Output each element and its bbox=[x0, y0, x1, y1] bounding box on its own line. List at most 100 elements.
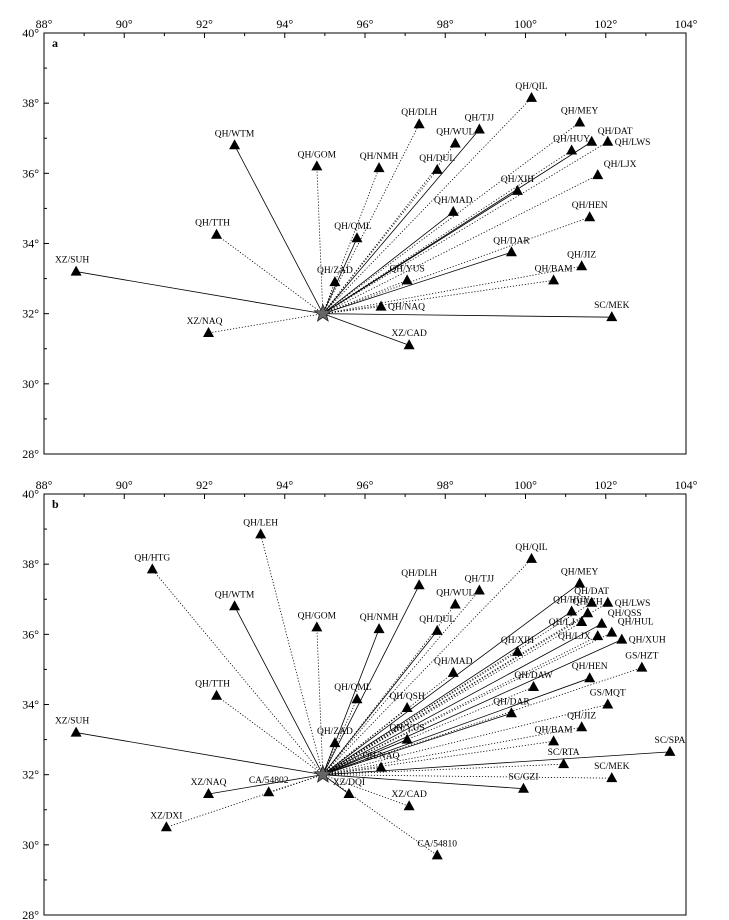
station-label: GS/MQT bbox=[590, 689, 626, 699]
x-tick-label: 100° bbox=[514, 17, 537, 31]
station-label: QH/JIZ bbox=[567, 250, 596, 260]
ray-path bbox=[322, 313, 410, 346]
station-label: QH/QSS bbox=[608, 609, 642, 619]
ray-path bbox=[322, 313, 612, 318]
station-triangle bbox=[351, 693, 363, 704]
station-triangle bbox=[403, 339, 415, 350]
station-label: XZ/DXI bbox=[150, 811, 182, 821]
station-label: QH/YUS bbox=[389, 724, 424, 734]
station-triangle bbox=[574, 577, 586, 588]
ray-path bbox=[322, 740, 554, 776]
station-label: GS/HZT bbox=[625, 652, 658, 662]
x-tick-label: 92° bbox=[196, 478, 213, 492]
ray-path bbox=[322, 169, 438, 314]
station-label: QH/DLH bbox=[401, 569, 437, 579]
station-label: QH/DLH bbox=[401, 108, 437, 118]
ray-path bbox=[322, 281, 336, 314]
ray-path bbox=[322, 585, 420, 775]
station-label: QH/DAT bbox=[598, 127, 633, 137]
station-label: QH/BAM bbox=[535, 264, 574, 274]
station-label: XZ/DQI bbox=[333, 778, 365, 788]
ray-path bbox=[322, 704, 608, 776]
station-label: QH/QIL bbox=[515, 82, 547, 92]
station-triangle bbox=[329, 276, 341, 287]
station-triangle bbox=[263, 786, 275, 797]
ray-path bbox=[216, 695, 324, 775]
plot-frame bbox=[43, 32, 687, 455]
station-label: QH/ZAD bbox=[317, 266, 353, 276]
ray-path bbox=[322, 712, 512, 776]
station-triangle bbox=[229, 600, 241, 611]
ray-path bbox=[322, 635, 598, 776]
station-triangle bbox=[373, 623, 385, 634]
station-label: SC/RTA bbox=[548, 748, 580, 758]
ray-path bbox=[322, 774, 612, 779]
station-triangle bbox=[229, 139, 241, 150]
station-label: SC/GZI bbox=[508, 773, 538, 783]
station-label: QH/QSH bbox=[389, 692, 425, 702]
ray-path bbox=[208, 313, 323, 334]
ray-path bbox=[76, 732, 323, 776]
ray-path bbox=[260, 534, 324, 775]
station-triangle bbox=[606, 311, 618, 322]
ray-path bbox=[322, 726, 582, 776]
ray-path bbox=[322, 124, 420, 314]
x-tick-label: 88° bbox=[36, 478, 53, 492]
station-triangle bbox=[517, 782, 529, 793]
station-triangle bbox=[311, 160, 323, 171]
station-triangle bbox=[351, 232, 363, 243]
station-label: QH/YUS bbox=[389, 264, 424, 274]
station-triangle bbox=[311, 621, 323, 632]
station-label: QH/BAM bbox=[535, 725, 574, 735]
station-label: QH/QML bbox=[334, 683, 372, 693]
station-triangle bbox=[636, 661, 648, 672]
station-label: QH/LJX bbox=[604, 160, 637, 170]
station-label: QH/TTH bbox=[195, 219, 230, 229]
station-triangle bbox=[160, 821, 172, 832]
station-triangle bbox=[511, 184, 523, 195]
ray-path bbox=[322, 265, 582, 315]
station-triangle bbox=[211, 228, 223, 239]
x-tick-label: 98° bbox=[437, 478, 454, 492]
x-tick-label: 104° bbox=[675, 17, 698, 31]
station-triangle bbox=[592, 630, 604, 641]
station-label: QH/TJJ bbox=[465, 574, 495, 584]
station-triangle bbox=[505, 246, 517, 257]
panel-letter: b bbox=[52, 497, 59, 511]
station-label: SC/MEK bbox=[594, 762, 630, 772]
station-triangle bbox=[528, 680, 540, 691]
station-label: XZ/NAQ bbox=[187, 317, 223, 327]
ray-path bbox=[322, 651, 518, 776]
station-label: QH/XIH bbox=[501, 636, 534, 646]
station-label: QH/MEY bbox=[561, 106, 599, 116]
ray-path bbox=[322, 211, 454, 314]
ray-path bbox=[322, 558, 532, 775]
station-triangle bbox=[576, 721, 588, 732]
ray-path bbox=[322, 251, 512, 315]
x-tick-label: 102° bbox=[594, 17, 617, 31]
station-triangle bbox=[431, 849, 443, 860]
station-label: QH/XIH bbox=[501, 175, 534, 185]
ray-path bbox=[322, 686, 534, 776]
ray-path bbox=[322, 763, 564, 776]
ray-path bbox=[322, 190, 518, 315]
y-tick-label: 40° bbox=[22, 26, 39, 40]
station-label: QH/LWS bbox=[615, 599, 651, 609]
station-label: CA/54802 bbox=[249, 776, 289, 786]
station-label: QH/HEN bbox=[572, 662, 608, 672]
y-tick-label: 30° bbox=[22, 838, 39, 852]
station-triangle bbox=[447, 205, 459, 216]
epicenter-star-icon bbox=[313, 764, 333, 783]
station-triangle bbox=[592, 169, 604, 180]
x-tick-label: 104° bbox=[675, 478, 698, 492]
ray-path bbox=[322, 667, 642, 776]
station-triangle bbox=[211, 689, 223, 700]
station-triangle bbox=[602, 135, 614, 146]
station-triangle bbox=[255, 528, 267, 539]
x-tick-label: 98° bbox=[437, 17, 454, 31]
station-label: QH/DAT bbox=[574, 587, 609, 597]
station-triangle bbox=[602, 596, 614, 607]
y-tick-label: 40° bbox=[22, 487, 39, 501]
station-label: QH/WTM bbox=[215, 129, 255, 139]
x-tick-label: 96° bbox=[357, 478, 374, 492]
